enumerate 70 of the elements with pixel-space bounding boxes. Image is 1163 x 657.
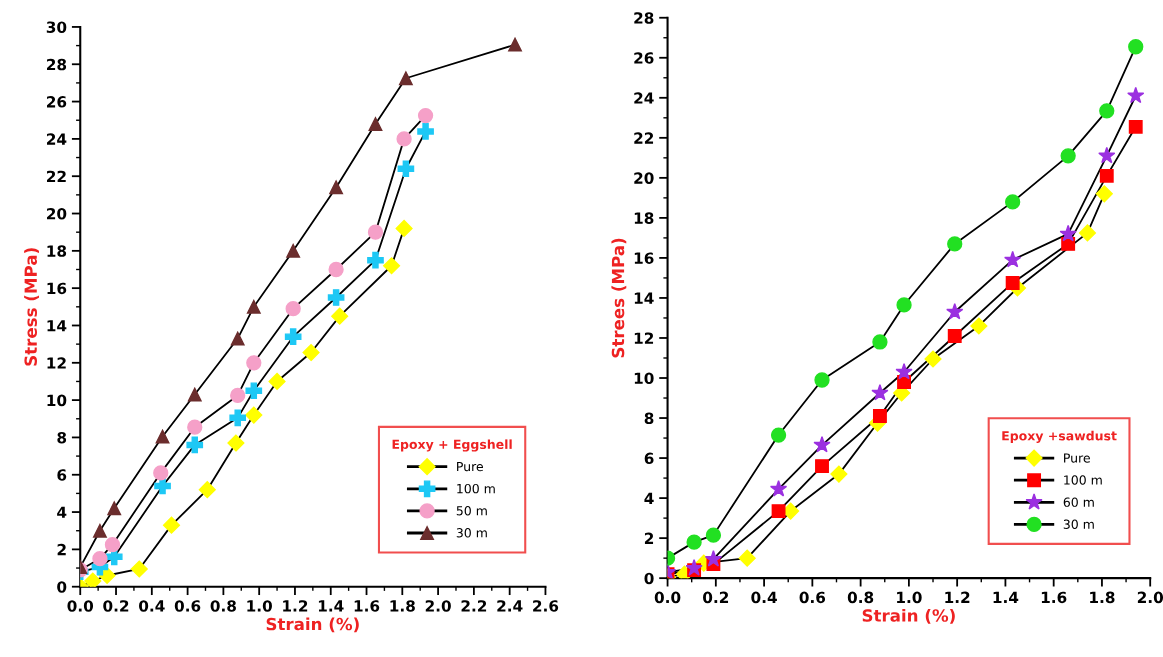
y-tick-label: 6: [57, 469, 67, 481]
y-tick-label: 26: [47, 96, 67, 108]
x-axis-title: Strain (%): [862, 608, 955, 624]
y-tick-label: 30: [46, 21, 67, 33]
x-tick-label: 1.8: [1090, 591, 1115, 604]
legend-title: Epoxy + Eggshell: [392, 439, 512, 452]
y-tick-label: 28: [47, 58, 67, 71]
y-tick-label: 12: [634, 332, 654, 344]
y-tick-label: 8: [57, 431, 67, 444]
y-tick-label: 10: [634, 372, 654, 385]
y-tick-label: 0: [644, 572, 654, 585]
x-tick-label: 0.2: [103, 600, 129, 612]
legend-label: Pure: [457, 461, 483, 472]
y-tick-label: 26: [634, 52, 654, 64]
x-tick-label: 1.0: [897, 591, 922, 604]
y-tick-label: 2: [57, 543, 66, 556]
y-tick-label: 14: [47, 320, 67, 332]
x-tick-label: 2.6: [533, 600, 559, 612]
x-tick-label: 0.8: [210, 600, 236, 612]
y-tick-label: 20: [634, 172, 654, 184]
y-axis-title: Stress (MPa): [24, 248, 39, 366]
y-tick-label: 22: [47, 170, 66, 183]
y-tick-label: 22: [634, 132, 654, 144]
legend-label: Pure: [1064, 453, 1090, 463]
legend-label: 30 m: [456, 528, 487, 538]
y-tick-label: 14: [634, 292, 654, 304]
y-tick-label: 28: [634, 12, 654, 24]
y-tick-label: 16: [47, 282, 67, 295]
x-tick-label: 1.0: [247, 600, 272, 612]
x-tick-label: 1.6: [1041, 591, 1067, 604]
x-tick-label: 0.2: [703, 591, 729, 604]
y-tick-label: 6: [644, 452, 654, 465]
y-tick-label: 24: [634, 92, 654, 104]
y-tick-label: 20: [47, 207, 67, 220]
x-tick-label: 0.6: [174, 600, 201, 612]
x-tick-label: 0.4: [751, 591, 777, 604]
y-axis-title: Strees (MPa): [611, 238, 627, 358]
x-tick-label: 1.6: [354, 600, 380, 612]
x-tick-label: 1.4: [318, 600, 344, 612]
x-tick-label: 2.0: [425, 600, 451, 612]
x-tick-label: 2.0: [1137, 591, 1163, 604]
x-tick-label: 0.4: [139, 600, 165, 612]
x-tick-label: 0.8: [847, 591, 874, 604]
legend-label: 100 m: [1064, 475, 1102, 485]
x-tick-label: 1.8: [390, 600, 415, 612]
y-tick-label: 8: [644, 412, 654, 425]
y-tick-label: 2: [644, 532, 654, 544]
y-tick-label: 4: [644, 492, 654, 504]
legend-label: 50 m: [456, 505, 487, 516]
legend-label: 60 m: [1063, 497, 1094, 507]
x-tick-label: 1.2: [283, 600, 308, 612]
y-tick-label: 4: [57, 506, 67, 518]
x-tick-label: 1.4: [993, 591, 1019, 603]
x-tick-label: 2.4: [497, 600, 523, 612]
y-tick-label: 24: [47, 133, 67, 145]
x-tick-label: 1.2: [945, 591, 970, 603]
x-tick-label: 2.2: [461, 600, 487, 612]
legend-label: 30 m: [1063, 519, 1094, 529]
y-tick-label: 0: [57, 581, 67, 593]
legend-label: 100 m: [457, 483, 495, 494]
x-axis-title: Strain (%): [266, 617, 359, 633]
x-tick-label: 0.6: [799, 591, 826, 604]
y-tick-label: 10: [47, 394, 67, 407]
x-tick-label: 0.0: [654, 591, 681, 604]
y-tick-label: 12: [47, 357, 66, 369]
y-tick-label: 18: [634, 212, 654, 224]
legend-title: Epoxy +sawdust: [1002, 430, 1117, 443]
y-tick-label: 18: [47, 245, 67, 257]
y-tick-label: 16: [634, 252, 654, 264]
x-tick-label: 0.0: [67, 600, 94, 612]
